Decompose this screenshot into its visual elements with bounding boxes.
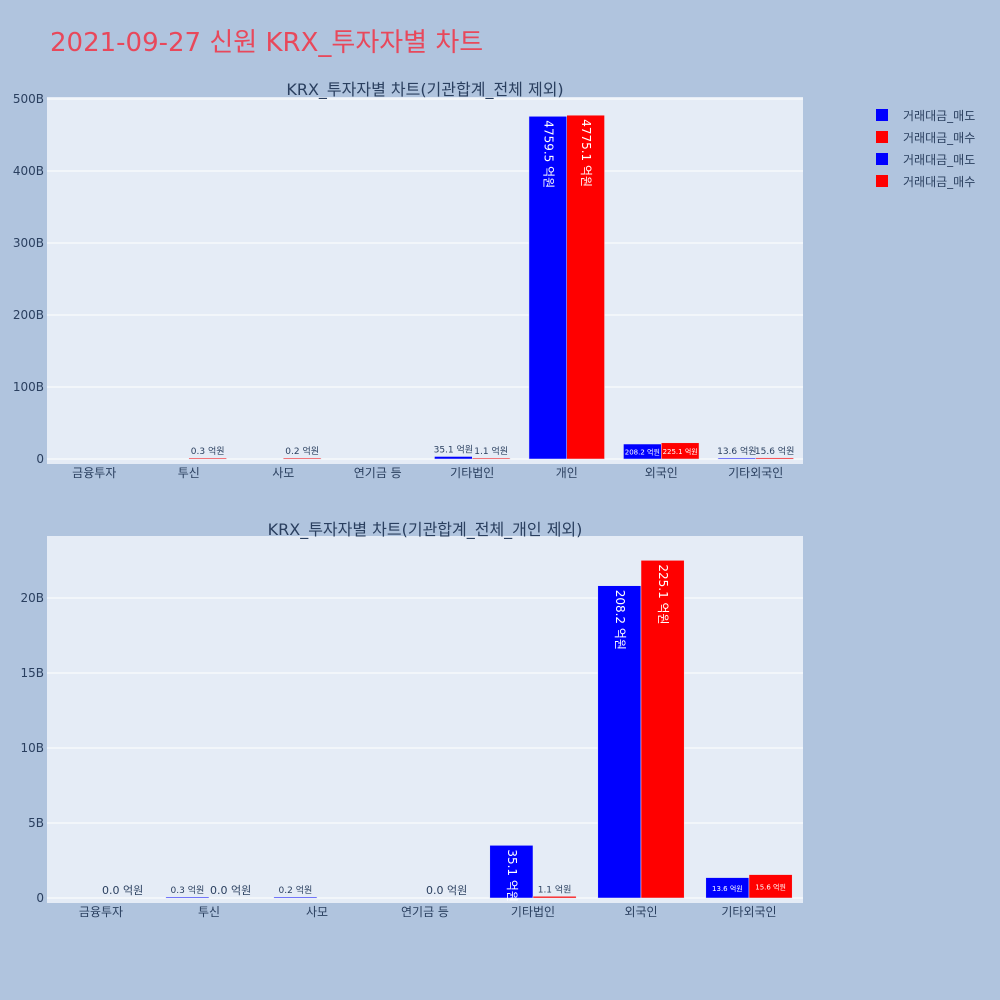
y-tick-label: 20B [20, 591, 44, 605]
bar [755, 457, 794, 460]
y-tick-label: 5B [28, 816, 44, 830]
data-label: 0.0 억원 [426, 884, 467, 897]
bar [566, 114, 605, 460]
legend-label[interactable]: 거래대금_매도 [903, 109, 975, 123]
x-tick-label: 사모 [272, 466, 294, 480]
data-label: 1.1 억원 [538, 883, 572, 895]
x-tick-label: 금융투자 [72, 466, 116, 480]
legend-label[interactable]: 거래대금_매수 [903, 175, 975, 189]
subplot-1: 0 100B 200B 300B 400B 500B KRX_투자자별 차트(기관합계_전체… [13, 80, 803, 480]
x-tick-label: 연기금 등 [354, 466, 402, 480]
data-label: 35.1 억원 [434, 443, 473, 455]
y-tick-label: 500B [13, 92, 44, 106]
y-tick-label: 10B [20, 741, 44, 755]
data-label: 13.6 억원 [712, 884, 743, 893]
x-tick-label: 기타외국인 [721, 905, 776, 919]
bar [489, 845, 534, 899]
bar [532, 896, 577, 899]
legend-swatch[interactable] [876, 153, 888, 165]
data-label: 0.2 억원 [279, 884, 313, 896]
data-label: 4775.1 억원 [579, 119, 593, 187]
legend-label[interactable]: 거래대금_매수 [903, 131, 975, 145]
x-tick-label: 연기금 등 [401, 905, 449, 919]
data-label: 208.2 억원 [625, 448, 660, 457]
data-label: 15.6 억원 [755, 445, 794, 457]
bar [748, 874, 793, 899]
bar [597, 585, 642, 899]
bar [472, 457, 511, 460]
bar [661, 442, 700, 460]
y-tick-label: 200B [13, 308, 44, 322]
bar [717, 457, 757, 460]
bar [283, 457, 322, 460]
x-tick-label: 외국인 [645, 466, 678, 480]
plot-area [47, 97, 803, 464]
page-title: 2021-09-27 신원 KRX_투자자별 차트 [50, 28, 484, 58]
x-tick-label: 금융투자 [79, 905, 123, 919]
data-label: 0.3 억원 [191, 445, 225, 457]
bar [188, 457, 227, 460]
legend-swatch[interactable] [876, 131, 888, 143]
data-label: 35.1 억원 [505, 849, 519, 902]
x-tick-label: 기타법인 [511, 905, 555, 919]
x-tick-label: 사모 [306, 905, 328, 919]
data-label: 0.2 억원 [285, 445, 319, 457]
y-tick-label: 400B [13, 164, 44, 178]
legend-label[interactable]: 거래대금_매도 [903, 153, 975, 167]
data-label: 4759.5 억원 [541, 120, 555, 188]
bar [434, 456, 473, 460]
x-tick-label: 기타법인 [450, 466, 494, 480]
plot-area [47, 536, 803, 903]
data-label: 0.3 억원 [171, 884, 205, 896]
y-tick-label: 100B [13, 380, 44, 394]
data-label: 0.0 억원 [210, 884, 251, 897]
data-label: 208.2 억원 [613, 590, 627, 650]
x-tick-label: 기타외국인 [728, 466, 783, 480]
y-tick-label: 0 [36, 891, 44, 905]
bar [640, 560, 685, 899]
bar [273, 896, 318, 899]
y-tick-label: 300B [13, 236, 44, 250]
x-tick-label: 외국인 [624, 905, 657, 919]
data-label: 1.1 억원 [474, 445, 508, 457]
subplot-title: KRX_투자자별 차트(기관합계_전체_개인 제외) [268, 520, 583, 540]
subplot-2: 0 5B 10B 15B 20B KRX_투자자별 차트(기관합계_전체_개인 제외) 금융… [20, 520, 803, 919]
data-label: 0.0 억원 [102, 884, 143, 897]
legend-swatch[interactable] [876, 109, 888, 121]
x-tick-label: 투신 [198, 905, 220, 919]
y-tick-label: 0 [36, 452, 44, 466]
bar [165, 896, 210, 899]
x-tick-label: 투신 [178, 466, 200, 480]
data-label: 15.6 억원 [755, 882, 786, 891]
y-tick-label: 15B [20, 666, 44, 680]
legend-swatch[interactable] [876, 175, 888, 187]
data-label: 225.1 억원 [663, 447, 698, 456]
data-label: 225.1 억원 [656, 564, 670, 624]
subplot-title: KRX_투자자별 차트(기관합계_전체 제외) [286, 80, 563, 100]
x-tick-label: 개인 [556, 466, 578, 480]
data-label: 13.6 억원 [717, 445, 756, 457]
